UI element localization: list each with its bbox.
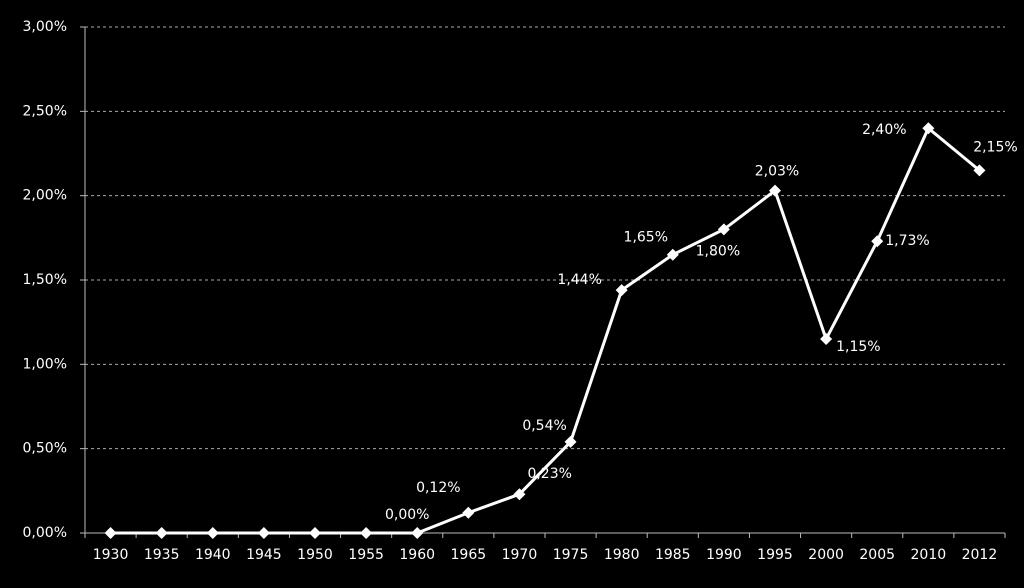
x-tick-label: 1990 bbox=[706, 547, 742, 563]
y-tick-label: 0,50% bbox=[23, 441, 67, 457]
data-label: 0,00% bbox=[385, 507, 429, 523]
marker bbox=[360, 527, 373, 539]
data-label: 1,44% bbox=[557, 272, 601, 288]
marker bbox=[206, 527, 219, 539]
marker bbox=[871, 235, 884, 248]
marker bbox=[257, 527, 270, 539]
data-label: 2,03% bbox=[755, 164, 799, 180]
x-tick-label: 1975 bbox=[553, 547, 589, 563]
x-tick-label: 1960 bbox=[399, 547, 435, 563]
marker bbox=[820, 333, 833, 346]
marker bbox=[104, 527, 117, 539]
y-tick-label: 2,50% bbox=[23, 103, 67, 119]
x-tick-label: 1970 bbox=[502, 547, 538, 563]
x-tick-label: 2000 bbox=[808, 547, 844, 563]
marker bbox=[155, 527, 168, 539]
x-tick-label: 1955 bbox=[348, 547, 384, 563]
marker bbox=[769, 184, 781, 197]
marker bbox=[922, 122, 935, 135]
marker bbox=[411, 527, 424, 539]
marker bbox=[973, 164, 986, 177]
y-tick-label: 1,50% bbox=[23, 272, 67, 288]
x-tick-label: 1980 bbox=[604, 547, 640, 563]
marker bbox=[717, 223, 730, 236]
y-tick-label: 0,00% bbox=[23, 525, 67, 541]
data-label: 2,40% bbox=[862, 122, 906, 138]
data-label: 1,73% bbox=[885, 233, 929, 249]
y-tick-label: 1,00% bbox=[23, 356, 67, 372]
data-label: 1,15% bbox=[836, 339, 880, 355]
line bbox=[110, 125, 981, 535]
x-tick-label: 1995 bbox=[757, 547, 793, 563]
x-tick-label: 1945 bbox=[246, 547, 282, 563]
x-tick-label: 1950 bbox=[297, 547, 333, 563]
marker bbox=[666, 248, 679, 261]
x-tick-label: 2005 bbox=[859, 547, 895, 563]
marker bbox=[513, 488, 526, 501]
x-tick-label: 1930 bbox=[93, 547, 129, 563]
y-tick-label: 3,00% bbox=[23, 19, 67, 35]
data-label: 0,12% bbox=[416, 480, 460, 496]
data-label: 0,23% bbox=[527, 466, 571, 482]
data-label: 2,15% bbox=[973, 139, 1017, 155]
marker bbox=[462, 506, 475, 519]
x-tick-label: 1940 bbox=[195, 547, 231, 563]
x-tick-label: 2010 bbox=[911, 547, 947, 563]
marker bbox=[309, 527, 321, 539]
data-label: 1,80% bbox=[696, 243, 740, 259]
x-tick-label: 1985 bbox=[655, 547, 691, 563]
x-tick-label: 2012 bbox=[962, 547, 998, 563]
marker bbox=[615, 284, 628, 297]
data-label: 1,65% bbox=[624, 230, 668, 246]
data-label: 0,54% bbox=[522, 418, 566, 434]
y-tick-label: 2,00% bbox=[23, 188, 67, 204]
x-tick-label: 1965 bbox=[451, 547, 487, 563]
x-tick-label: 1935 bbox=[144, 547, 180, 563]
marker bbox=[564, 435, 577, 448]
